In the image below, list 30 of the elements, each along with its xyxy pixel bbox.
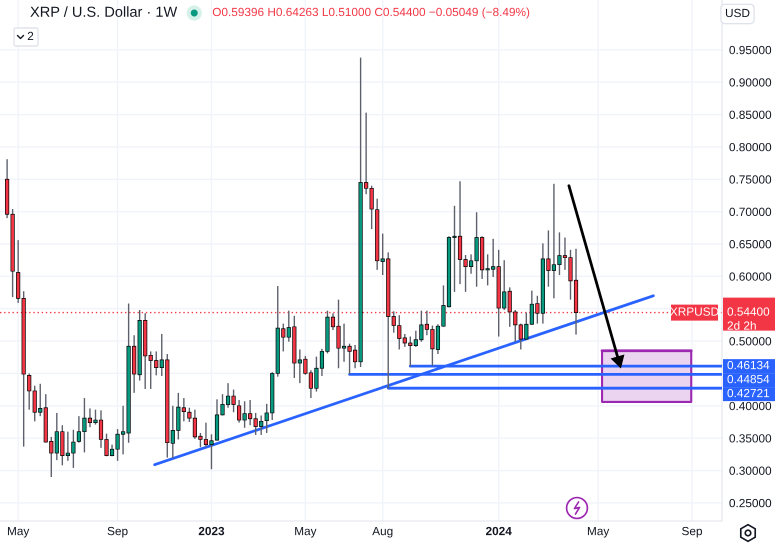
chart-title: XRP / U.S. Dollar · 1W <box>30 6 178 17</box>
y-tick-label: 0.35000 <box>729 434 772 443</box>
x-tick-label: Sep <box>108 526 128 538</box>
x-tick-label: May <box>8 526 30 538</box>
annotation: 2 <box>28 32 34 40</box>
y-tick-label: 0.80000 <box>729 142 772 152</box>
data-label: 0.42721 <box>727 388 770 398</box>
y-tick-label: 0.65000 <box>729 240 772 248</box>
y-tick-label: 0.70000 <box>729 208 772 216</box>
ref-line-label: 0.54400 <box>727 307 770 316</box>
y-tick-label: 0.40000 <box>729 402 772 410</box>
x-tick-label: Sep <box>682 526 702 538</box>
data-label: 0.44854 <box>727 374 770 384</box>
y-tick-label: 0.60000 <box>729 272 772 281</box>
y-tick-label: 0.95000 <box>729 46 772 54</box>
data-label: 0.46134 <box>727 360 770 370</box>
text: USD <box>726 8 750 18</box>
x-tick-label: 2023 <box>198 526 224 536</box>
y-tick-label: 0.75000 <box>729 175 772 184</box>
y-tick-label: 0.50000 <box>729 337 772 346</box>
y-tick-label: 0.85000 <box>729 110 772 119</box>
y-tick-label: 0.25000 <box>729 498 772 508</box>
x-tick-label: May <box>295 526 316 538</box>
annotation: O0.59396 H0.64263 L0.51000 C0.54400 −0.05049 (−8.49%) <box>212 8 530 18</box>
x-tick-label: May <box>588 526 610 538</box>
x-tick-label: Aug <box>372 526 392 538</box>
y-tick-label: 0.30000 <box>729 466 772 475</box>
x-tick-label: 2024 <box>486 526 512 536</box>
text: 2d 2h <box>728 321 756 330</box>
y-tick-label: 0.90000 <box>729 78 772 87</box>
